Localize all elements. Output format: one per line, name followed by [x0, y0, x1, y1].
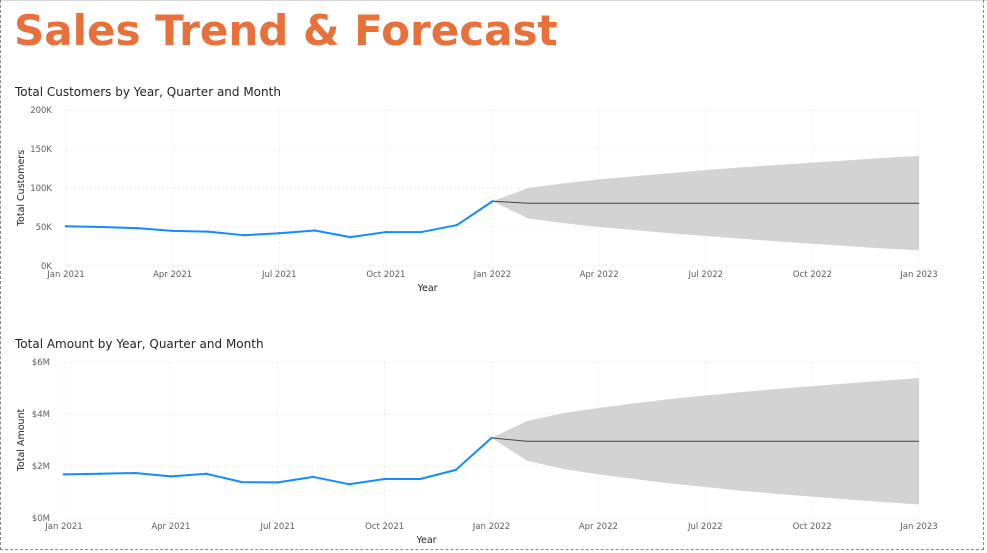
- amount-x-tick-label: Apr 2022: [579, 522, 618, 532]
- amount-x-tick-label: Oct 2021: [365, 522, 404, 532]
- customers-x-tick-label: Apr 2022: [580, 270, 619, 280]
- amount-y-tick-label: $0M: [32, 514, 50, 524]
- customers-data-point: [420, 230, 423, 234]
- amount-data-point: [347, 483, 351, 486]
- amount-data-point: [419, 477, 422, 481]
- customers-forecast-line: [492, 200, 919, 204]
- customers-data-point: [135, 226, 139, 230]
- amount-y-axis-title: Total Amount: [16, 408, 27, 472]
- amount-x-tick-label: Jul 2021: [259, 522, 295, 532]
- amount-x-tick-label: Apr 2021: [151, 522, 190, 532]
- amount-y-tick-label: $6M: [32, 358, 50, 368]
- customers-data-point: [206, 230, 210, 233]
- customers-data-point: [349, 235, 352, 239]
- customers-y-tick-label: 100K: [30, 184, 52, 194]
- customers-x-tick-label: Jan 2023: [899, 270, 937, 280]
- amount-data-point: [134, 471, 137, 475]
- customers-data-point: [100, 225, 103, 229]
- amount-actual-line: [63, 437, 493, 486]
- amount-data-point: [383, 477, 386, 481]
- amount-data-point: [62, 473, 66, 476]
- customers-data-point: [313, 229, 316, 232]
- customers-y-axis-title: Total Customers: [16, 150, 27, 227]
- amount-y-tick-label: $2M: [32, 462, 50, 472]
- customers-data-point: [491, 200, 494, 203]
- amount-data-point: [205, 472, 208, 475]
- chart-title-customers: Total Customers by Year, Quarter and Mon…: [15, 85, 281, 99]
- report-title: Sales Trend & Forecast: [14, 6, 558, 55]
- top-border: [0, 0, 987, 1]
- customers-data-point: [242, 233, 245, 237]
- amount-y-tick-label: $4M: [32, 410, 50, 420]
- customers-x-tick-label: Jan 2021: [46, 270, 84, 280]
- customers-data-point: [384, 230, 388, 234]
- amount-data-point: [454, 468, 458, 472]
- customers-y-tick-label: 200K: [30, 106, 52, 116]
- amount-x-tick-label: Jul 2022: [687, 522, 723, 532]
- customers-x-tick-label: Jan 2022: [473, 270, 511, 280]
- customers-x-tick-label: Jul 2022: [687, 270, 723, 280]
- customers-y-tick-label: 50K: [36, 223, 53, 233]
- customers-data-point: [171, 229, 174, 233]
- amount-data-point: [98, 472, 101, 475]
- customers-data-point: [278, 232, 281, 235]
- customers-line-chart[interactable]: 0K 50K 100K 150K 200K Jan 2021 Apr 2021 Jul 202…: [0, 100, 987, 300]
- customers-y-tick-label: 150K: [30, 145, 52, 155]
- amount-x-tick-label: Oct 2022: [793, 522, 832, 532]
- amount-x-tick-label: Jan 2021: [44, 522, 82, 532]
- amount-data-point: [490, 436, 493, 440]
- amount-x-axis-title: Year: [415, 535, 436, 546]
- amount-data-point: [312, 475, 315, 479]
- amount-data-point: [276, 481, 279, 484]
- amount-x-tick-label: Jan 2022: [472, 522, 510, 532]
- customers-y-tick-label: 0K: [41, 262, 52, 272]
- customers-x-tick-label: Jul 2021: [261, 270, 297, 280]
- amount-line-chart[interactable]: $0M $2M $4M $6M Jan 2021 Apr 2021 Jul 2021 Oct …: [0, 350, 987, 550]
- amount-forecast-line: [491, 437, 919, 442]
- customers-x-tick-label: Oct 2021: [366, 270, 405, 280]
- customers-x-tick-label: Oct 2022: [793, 270, 832, 280]
- amount-data-point: [169, 475, 173, 478]
- customers-data-point: [64, 225, 68, 228]
- chart-title-amount: Total Amount by Year, Quarter and Month: [15, 337, 264, 351]
- amount-data-point: [240, 480, 244, 484]
- customers-x-axis-title: Year: [416, 283, 437, 294]
- customers-data-point: [455, 223, 459, 227]
- amount-x-tick-label: Jan 2023: [899, 522, 937, 532]
- customers-x-tick-label: Apr 2021: [153, 270, 192, 280]
